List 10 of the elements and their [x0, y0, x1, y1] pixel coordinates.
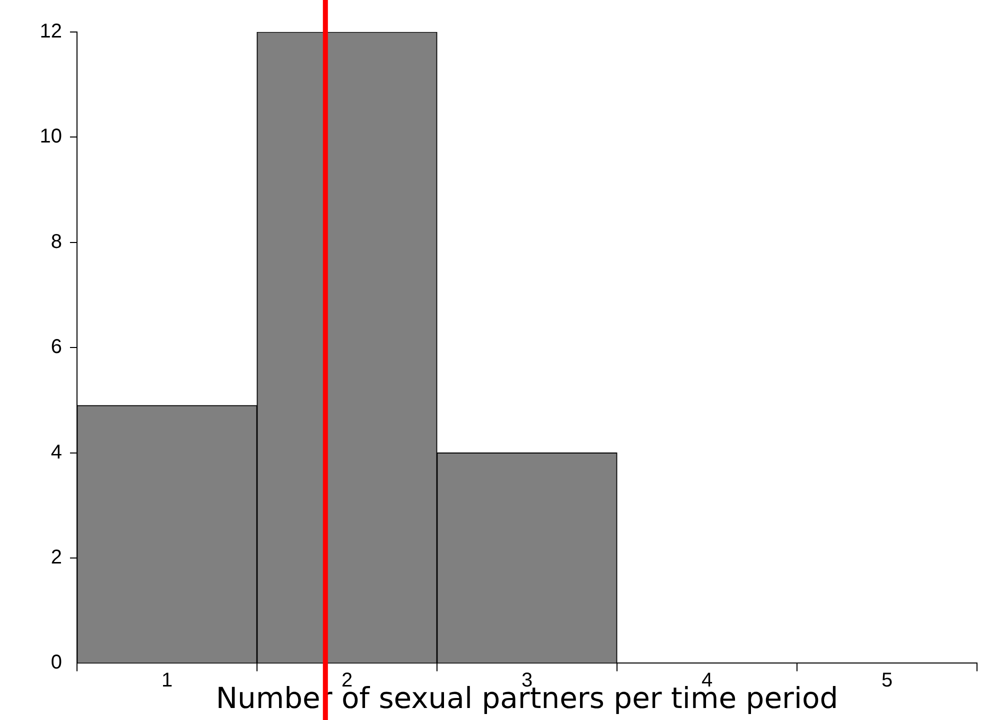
x-tick-label: 4 — [701, 670, 713, 692]
y-tick-label: 12 — [40, 20, 62, 43]
y-tick-label: 2 — [50, 546, 62, 569]
y-tick-label: 4 — [50, 441, 62, 464]
y-tick-label: 10 — [40, 126, 62, 148]
y-tick-label: 6 — [50, 336, 62, 358]
y-tick-label: 0 — [50, 652, 62, 674]
x-tick-label: 5 — [881, 670, 893, 692]
y-tick-label: 8 — [50, 230, 62, 253]
x-tick-label: 1 — [161, 670, 173, 692]
